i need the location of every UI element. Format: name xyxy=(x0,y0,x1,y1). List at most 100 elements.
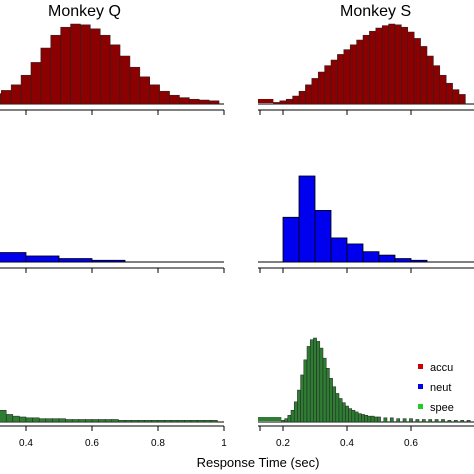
bar xyxy=(306,346,311,423)
panel-5: 0.4 0.6 0.8 1 xyxy=(0,409,227,449)
bar xyxy=(159,90,170,105)
bar xyxy=(357,413,362,423)
bar xyxy=(343,49,351,105)
bar xyxy=(281,420,285,423)
bar xyxy=(297,389,301,423)
bar xyxy=(364,415,369,423)
bar xyxy=(351,409,356,423)
x-tick-label: 0.6 xyxy=(404,438,418,449)
bar xyxy=(177,420,185,423)
panel-6: 0.2 0.4 0.6 xyxy=(258,337,474,449)
bar xyxy=(109,44,121,105)
bar xyxy=(367,415,372,423)
bar xyxy=(383,417,388,423)
legend-label: spee xyxy=(430,402,454,414)
bar xyxy=(433,65,441,105)
bar xyxy=(428,419,433,423)
bar xyxy=(426,55,434,105)
bar xyxy=(131,420,139,423)
bar xyxy=(0,409,7,423)
bar xyxy=(58,258,93,263)
bar xyxy=(402,418,407,423)
bar xyxy=(32,417,40,423)
bar xyxy=(354,411,359,423)
bar xyxy=(447,420,452,423)
bar xyxy=(203,420,212,423)
bar xyxy=(30,62,42,105)
bar xyxy=(279,100,287,105)
bar xyxy=(70,23,81,105)
bar xyxy=(407,31,415,105)
bar xyxy=(282,216,300,263)
bar xyxy=(52,418,60,423)
bar xyxy=(157,420,165,423)
bar xyxy=(348,408,353,423)
bar xyxy=(335,393,340,423)
legend-label: neut xyxy=(430,382,451,394)
bar xyxy=(60,26,71,105)
bar xyxy=(170,420,179,423)
bar xyxy=(210,420,218,423)
bar xyxy=(129,66,141,105)
bar xyxy=(91,419,99,423)
bar xyxy=(394,258,412,263)
bar xyxy=(90,28,101,105)
bar xyxy=(25,255,60,263)
x-tick-label: 1 xyxy=(221,438,227,449)
bar xyxy=(332,386,337,423)
bar xyxy=(80,24,91,105)
x-tick-label: 0.4 xyxy=(19,438,33,449)
bar xyxy=(373,416,378,423)
bar xyxy=(58,418,66,423)
bar xyxy=(12,415,20,423)
bar xyxy=(111,419,119,423)
bar xyxy=(378,254,396,263)
bar xyxy=(104,419,113,423)
bar xyxy=(189,98,200,105)
x-axis-label: Response Time (sec) xyxy=(197,455,320,470)
bar xyxy=(38,418,47,423)
bar xyxy=(460,420,465,423)
bar xyxy=(10,84,22,105)
panels: 0.4 0.6 0.8 1 0.2 0.4 0.6 xyxy=(0,23,474,449)
bar xyxy=(388,23,396,105)
bar xyxy=(356,39,364,105)
bar xyxy=(330,59,338,105)
bar xyxy=(319,347,324,423)
bar xyxy=(151,420,159,423)
bar xyxy=(401,26,409,105)
bar xyxy=(362,251,380,263)
legend: accu neut spee xyxy=(418,362,454,414)
bar xyxy=(458,94,466,105)
bar xyxy=(362,34,370,105)
bar xyxy=(98,419,106,423)
bar xyxy=(19,416,27,423)
bar xyxy=(190,420,198,423)
bar xyxy=(322,357,327,423)
bar xyxy=(346,243,364,263)
bar xyxy=(345,405,349,423)
bar xyxy=(361,414,365,423)
bar xyxy=(453,420,458,423)
bar xyxy=(5,414,14,423)
bar xyxy=(273,102,281,105)
bar xyxy=(410,259,428,263)
bar xyxy=(377,416,381,423)
bar xyxy=(369,30,377,105)
bar xyxy=(149,84,160,105)
bar xyxy=(466,420,471,423)
bar xyxy=(439,74,447,105)
bar xyxy=(349,44,357,105)
bar xyxy=(381,25,389,105)
panel-3 xyxy=(0,252,225,273)
bar xyxy=(0,90,12,105)
bar xyxy=(137,420,146,423)
bar xyxy=(199,99,210,105)
bar xyxy=(316,341,321,423)
bar xyxy=(287,415,292,423)
bar xyxy=(413,38,421,105)
bar xyxy=(164,420,172,423)
bar xyxy=(370,415,375,423)
bar xyxy=(389,417,394,423)
bar xyxy=(452,89,460,105)
